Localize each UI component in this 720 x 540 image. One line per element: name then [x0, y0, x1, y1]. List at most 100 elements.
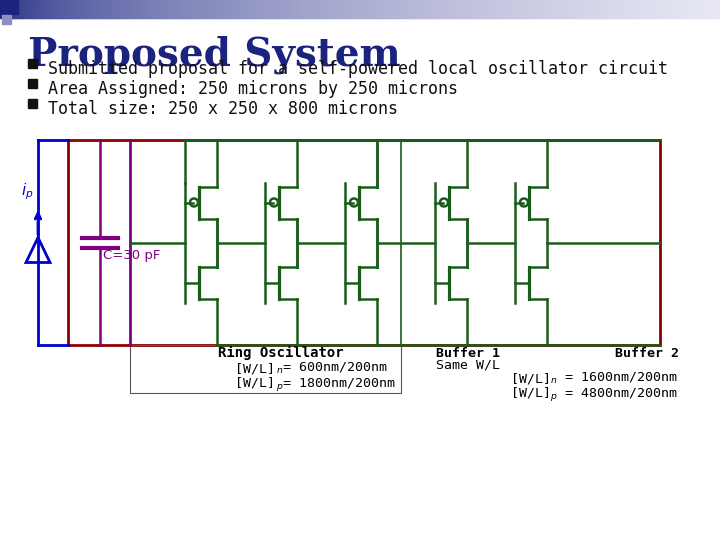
Bar [145, 0, 148, 18]
Bar [716, 0, 719, 18]
Bar [605, 0, 608, 18]
Bar [536, 0, 539, 18]
Bar [671, 0, 674, 18]
Bar [130, 0, 132, 18]
Text: $_p$ = 4800nm/200nm: $_p$ = 4800nm/200nm [551, 386, 678, 403]
Bar [13, 0, 15, 18]
Bar [412, 0, 415, 18]
Bar [360, 0, 363, 18]
Text: Submitted proposal for a self-powered local oscillator circuit: Submitted proposal for a self-powered lo… [48, 60, 668, 78]
Bar [472, 0, 474, 18]
Bar [239, 0, 242, 18]
Bar [79, 0, 82, 18]
Bar [547, 0, 550, 18]
Bar [65, 0, 68, 18]
Bar [117, 0, 120, 18]
Bar [433, 0, 436, 18]
Bar [426, 0, 429, 18]
Bar [245, 0, 248, 18]
Bar [294, 0, 296, 18]
Bar [378, 0, 381, 18]
Bar [281, 0, 284, 18]
Bar [414, 0, 417, 18]
Bar [85, 0, 87, 18]
Bar [346, 0, 348, 18]
Bar [702, 0, 705, 18]
Bar [108, 0, 111, 18]
Bar [513, 0, 516, 18]
Bar [135, 0, 138, 18]
Bar [405, 0, 408, 18]
Bar [511, 0, 514, 18]
Bar [248, 0, 251, 18]
Bar [599, 0, 602, 18]
Bar [529, 0, 532, 18]
Bar [662, 0, 665, 18]
Bar [719, 0, 720, 18]
Bar [81, 0, 84, 18]
Bar [109, 0, 112, 18]
Text: $_n$= 600nm/200nm: $_n$= 600nm/200nm [276, 361, 387, 376]
Bar [49, 0, 51, 18]
Bar [2, 15, 11, 24]
Bar [78, 0, 80, 18]
Bar [198, 0, 201, 18]
Bar [252, 0, 255, 18]
Bar [655, 0, 658, 18]
Bar [92, 0, 94, 18]
Bar [94, 0, 96, 18]
Bar [428, 0, 431, 18]
Bar [104, 0, 107, 18]
Bar [59, 0, 62, 18]
Bar [259, 0, 262, 18]
Bar [238, 0, 240, 18]
Bar [95, 0, 98, 18]
Bar [477, 0, 480, 18]
Bar [423, 0, 426, 18]
Bar [114, 0, 116, 18]
Bar [527, 0, 530, 18]
Bar [521, 0, 523, 18]
Bar [205, 0, 208, 18]
Text: [W/L]: [W/L] [235, 362, 276, 375]
Bar [234, 0, 237, 18]
Bar [648, 0, 651, 18]
Bar [583, 0, 586, 18]
Text: Proposed System: Proposed System [28, 35, 400, 73]
Bar [272, 0, 274, 18]
Bar [126, 0, 129, 18]
Bar [517, 0, 519, 18]
Bar [632, 0, 634, 18]
Bar [173, 0, 176, 18]
Bar [533, 0, 536, 18]
Bar [495, 0, 498, 18]
Bar [261, 0, 264, 18]
Bar [425, 0, 428, 18]
Bar [227, 0, 230, 18]
Bar [576, 0, 579, 18]
Bar [241, 0, 244, 18]
Bar [263, 0, 266, 18]
Bar [284, 0, 287, 18]
Text: [W/L]: [W/L] [510, 372, 551, 385]
Bar [707, 0, 710, 18]
Text: Total size: 250 x 250 x 800 microns: Total size: 250 x 250 x 800 microns [48, 100, 398, 118]
Bar [167, 0, 170, 18]
Bar [463, 0, 465, 18]
Bar [665, 0, 667, 18]
Bar [686, 0, 688, 18]
Bar [355, 0, 357, 18]
Bar [475, 0, 478, 18]
Bar [452, 0, 454, 18]
Bar [330, 0, 332, 18]
Bar [618, 0, 620, 18]
Bar [374, 0, 377, 18]
Bar [125, 0, 127, 18]
Bar [493, 0, 496, 18]
Bar [308, 0, 310, 18]
Bar [531, 0, 534, 18]
Bar [4, 0, 6, 18]
Bar [348, 0, 350, 18]
Text: $_p$= 1800nm/200nm: $_p$= 1800nm/200nm [276, 376, 395, 393]
Bar [612, 0, 615, 18]
